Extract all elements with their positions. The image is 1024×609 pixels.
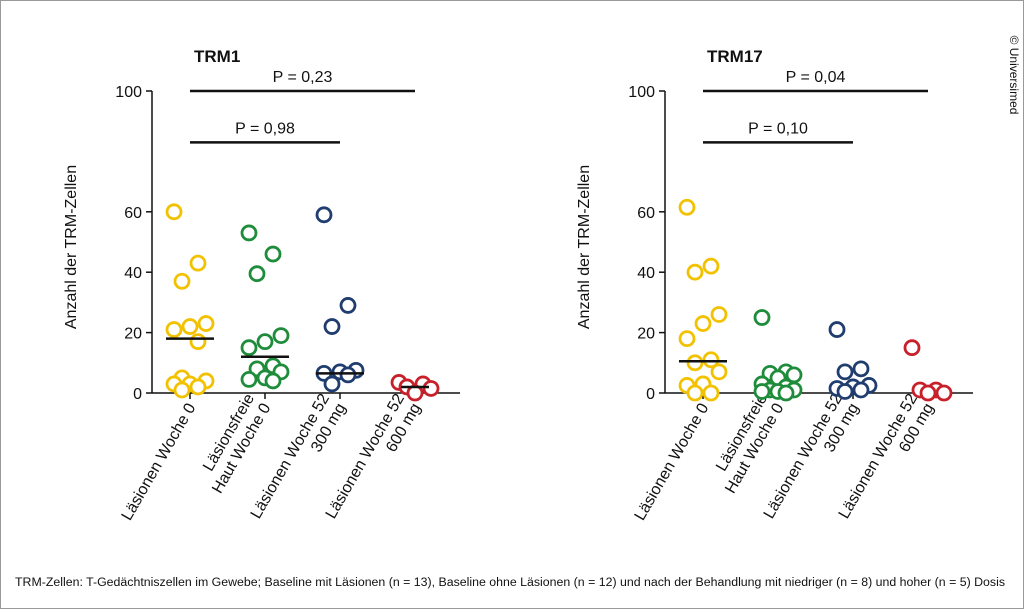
chart-title: TRM1: [194, 47, 240, 66]
y-tick-label: 100: [628, 84, 655, 101]
data-point: [272, 327, 290, 345]
data-point: [323, 318, 341, 335]
data-point: [181, 318, 199, 335]
chart-title: TRM17: [707, 47, 763, 66]
data-point: [240, 371, 258, 388]
y-axis-label: Anzahl der TRM-Zellen: [63, 165, 80, 329]
data-point: [189, 333, 207, 351]
data-point: [240, 224, 258, 242]
data-point: [189, 378, 207, 396]
data-point: [339, 366, 357, 384]
data-point: [852, 381, 870, 399]
data-point: [197, 315, 215, 332]
p-value: P = 0,04: [786, 69, 846, 86]
y-tick-label: 0: [646, 386, 655, 403]
data-point: [935, 384, 953, 402]
copyright: © Universimed: [1007, 36, 1021, 115]
y-tick-label: 40: [124, 265, 142, 282]
data-point: [339, 297, 357, 314]
data-point: [686, 384, 704, 402]
y-tick-label: 100: [115, 84, 142, 101]
p-value: P = 0,23: [273, 69, 333, 86]
data-point: [264, 372, 282, 390]
data-point: [836, 363, 854, 381]
data-point: [702, 257, 720, 275]
data-point: [323, 375, 341, 393]
data-point: [315, 206, 333, 224]
data-point: [836, 383, 854, 400]
data-point: [903, 339, 921, 357]
p-value: P = 0,98: [235, 120, 295, 137]
y-tick-label: 60: [124, 205, 142, 222]
data-point: [165, 321, 183, 338]
data-point: [686, 263, 704, 281]
data-point: [422, 380, 440, 397]
p-value: P = 0,10: [748, 120, 808, 137]
footnote: TRM-Zellen: T-Gedächtniszellen im Gewebe…: [15, 577, 1005, 589]
data-point: [189, 254, 207, 272]
data-point: [702, 351, 720, 369]
data-point: [919, 384, 937, 402]
data-point: [248, 265, 266, 283]
data-point: [710, 363, 728, 381]
data-point: [678, 330, 696, 348]
y-tick-label: 20: [637, 326, 655, 343]
data-point: [852, 360, 870, 378]
data-point: [678, 198, 696, 216]
data-point: [710, 306, 728, 323]
data-point: [173, 381, 191, 399]
y-axis-label: Anzahl der TRM-Zellen: [576, 165, 593, 329]
data-point: [702, 384, 720, 402]
data-point: [264, 245, 282, 263]
data-point: [694, 315, 712, 332]
y-tick-label: 40: [637, 265, 655, 282]
data-point: [828, 321, 846, 338]
data-point: [777, 384, 795, 402]
y-tick-label: 60: [637, 205, 655, 222]
y-tick-label: 0: [133, 386, 142, 403]
data-point: [173, 272, 191, 290]
y-tick-label: 20: [124, 326, 142, 343]
data-point: [753, 309, 771, 326]
data-point: [256, 333, 274, 351]
data-point: [165, 203, 183, 221]
data-point: [686, 354, 704, 372]
data-point: [240, 339, 258, 357]
data-point: [753, 383, 771, 400]
